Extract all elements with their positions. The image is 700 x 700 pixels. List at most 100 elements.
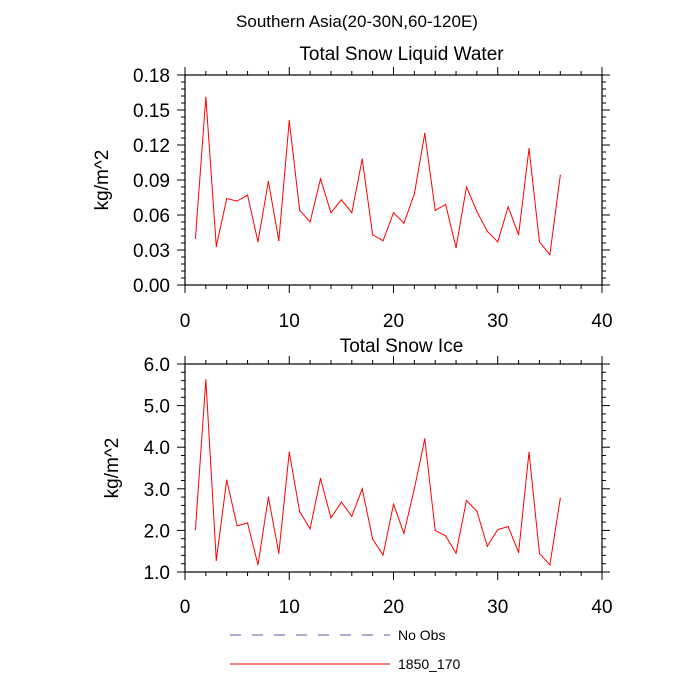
data-point: [559, 174, 561, 176]
data-point: [215, 245, 217, 248]
data-point: [330, 212, 332, 214]
data-point: [465, 186, 468, 188]
data-point: [288, 451, 290, 453]
series-line-1850_170: [194, 97, 561, 256]
data-point: [246, 194, 249, 196]
data-point: [226, 479, 228, 481]
y-tick-label: 0.00: [133, 276, 170, 297]
data-point: [455, 552, 457, 554]
data-point: [215, 559, 217, 561]
data-point: [267, 496, 269, 498]
x-tick-label: 30: [487, 311, 508, 332]
panel-total-snow-ice: Total Snow Ice 0 10 20 30 40 1.0 2.0 3.0 4.0 5.0 6.…: [102, 336, 613, 618]
y-tick-label: 4.0: [144, 438, 170, 459]
y-tick-label: 2.0: [144, 521, 170, 542]
x-tick-label: 40: [591, 597, 612, 618]
data-point: [413, 488, 415, 490]
legend-label: 1850_170: [398, 656, 461, 672]
x-tick-label: 0: [180, 597, 191, 618]
data-point: [403, 532, 405, 534]
data-point: [299, 511, 301, 513]
x-tick-label: 20: [383, 311, 404, 332]
data-point: [518, 551, 520, 554]
data-point: [476, 510, 478, 512]
data-point: [257, 564, 259, 566]
data-point: [424, 438, 426, 440]
x-tick-label: 20: [383, 597, 404, 618]
data-point: [205, 96, 207, 98]
data-point: [497, 241, 499, 243]
y-tick-label: 0.06: [133, 206, 170, 227]
x-tick-label: 0: [180, 311, 191, 332]
x-tick-label: 30: [487, 597, 508, 618]
data-point: [246, 522, 249, 524]
data-point: [361, 158, 363, 160]
data-point: [319, 477, 322, 479]
data-point: [528, 451, 530, 453]
data-point: [288, 119, 290, 122]
data-point: [236, 525, 238, 527]
data-point: [205, 379, 207, 381]
data-point: [330, 517, 332, 519]
data-point: [528, 147, 530, 150]
data-point: [445, 203, 447, 206]
data-point: [538, 552, 541, 554]
y-tick-label: 0.03: [133, 241, 170, 262]
data-point: [351, 212, 353, 214]
data-point: [299, 209, 301, 211]
data-point: [351, 515, 353, 517]
data-point: [424, 132, 426, 134]
data-point: [518, 234, 520, 236]
data-point: [445, 535, 447, 537]
data-point: [497, 528, 499, 531]
x-tick-label: 40: [591, 311, 612, 332]
data-point: [267, 180, 269, 182]
data-point: [403, 222, 405, 224]
data-point: [476, 210, 478, 213]
data-point: [319, 178, 322, 180]
data-point: [382, 240, 384, 242]
data-point: [486, 230, 488, 232]
data-point: [278, 552, 280, 554]
data-point: [340, 199, 342, 201]
data-point: [372, 234, 374, 236]
y-tick-label: 6.0: [144, 355, 170, 376]
data-point: [278, 240, 280, 242]
panel-total-snow-liquid-water: Total Snow Liquid Water 0 10 20 30 40 0.00 0.03…: [92, 44, 613, 332]
figure-title: Southern Asia(20-30N,60-120E): [236, 12, 478, 31]
legend-label: No Obs: [398, 627, 445, 643]
data-point: [226, 198, 228, 200]
series-line-1850_170: [194, 379, 561, 567]
data-point: [382, 554, 384, 556]
data-point: [434, 529, 436, 532]
plot-frame: [184, 363, 603, 573]
y-tick-label: 1.0: [144, 563, 170, 584]
data-point: [434, 209, 436, 211]
data-point: [507, 526, 509, 528]
panel-title: Total Snow Ice: [340, 336, 464, 357]
data-point: [309, 528, 311, 530]
data-point: [257, 241, 259, 243]
data-point: [236, 200, 238, 202]
data-point: [455, 247, 457, 249]
y-axis-label: kg/m^2: [102, 438, 123, 499]
data-point: [309, 221, 311, 223]
panel-title: Total Snow Liquid Water: [299, 44, 504, 65]
x-tick-label: 10: [279, 311, 300, 332]
data-point: [372, 538, 374, 540]
data-point: [549, 254, 551, 256]
data-point: [361, 488, 363, 490]
x-tick-label: 10: [279, 597, 300, 618]
data-point: [549, 564, 551, 566]
data-point: [507, 206, 509, 208]
data-point: [392, 503, 395, 505]
data-point: [486, 545, 488, 547]
data-point: [413, 193, 415, 195]
y-tick-label: 3.0: [144, 480, 170, 501]
y-tick-label: 0.15: [133, 101, 170, 122]
y-tick-label: 0.12: [133, 136, 170, 157]
data-point: [559, 497, 561, 499]
legend: No Obs 1850_170: [230, 627, 461, 672]
data-point: [465, 499, 468, 502]
